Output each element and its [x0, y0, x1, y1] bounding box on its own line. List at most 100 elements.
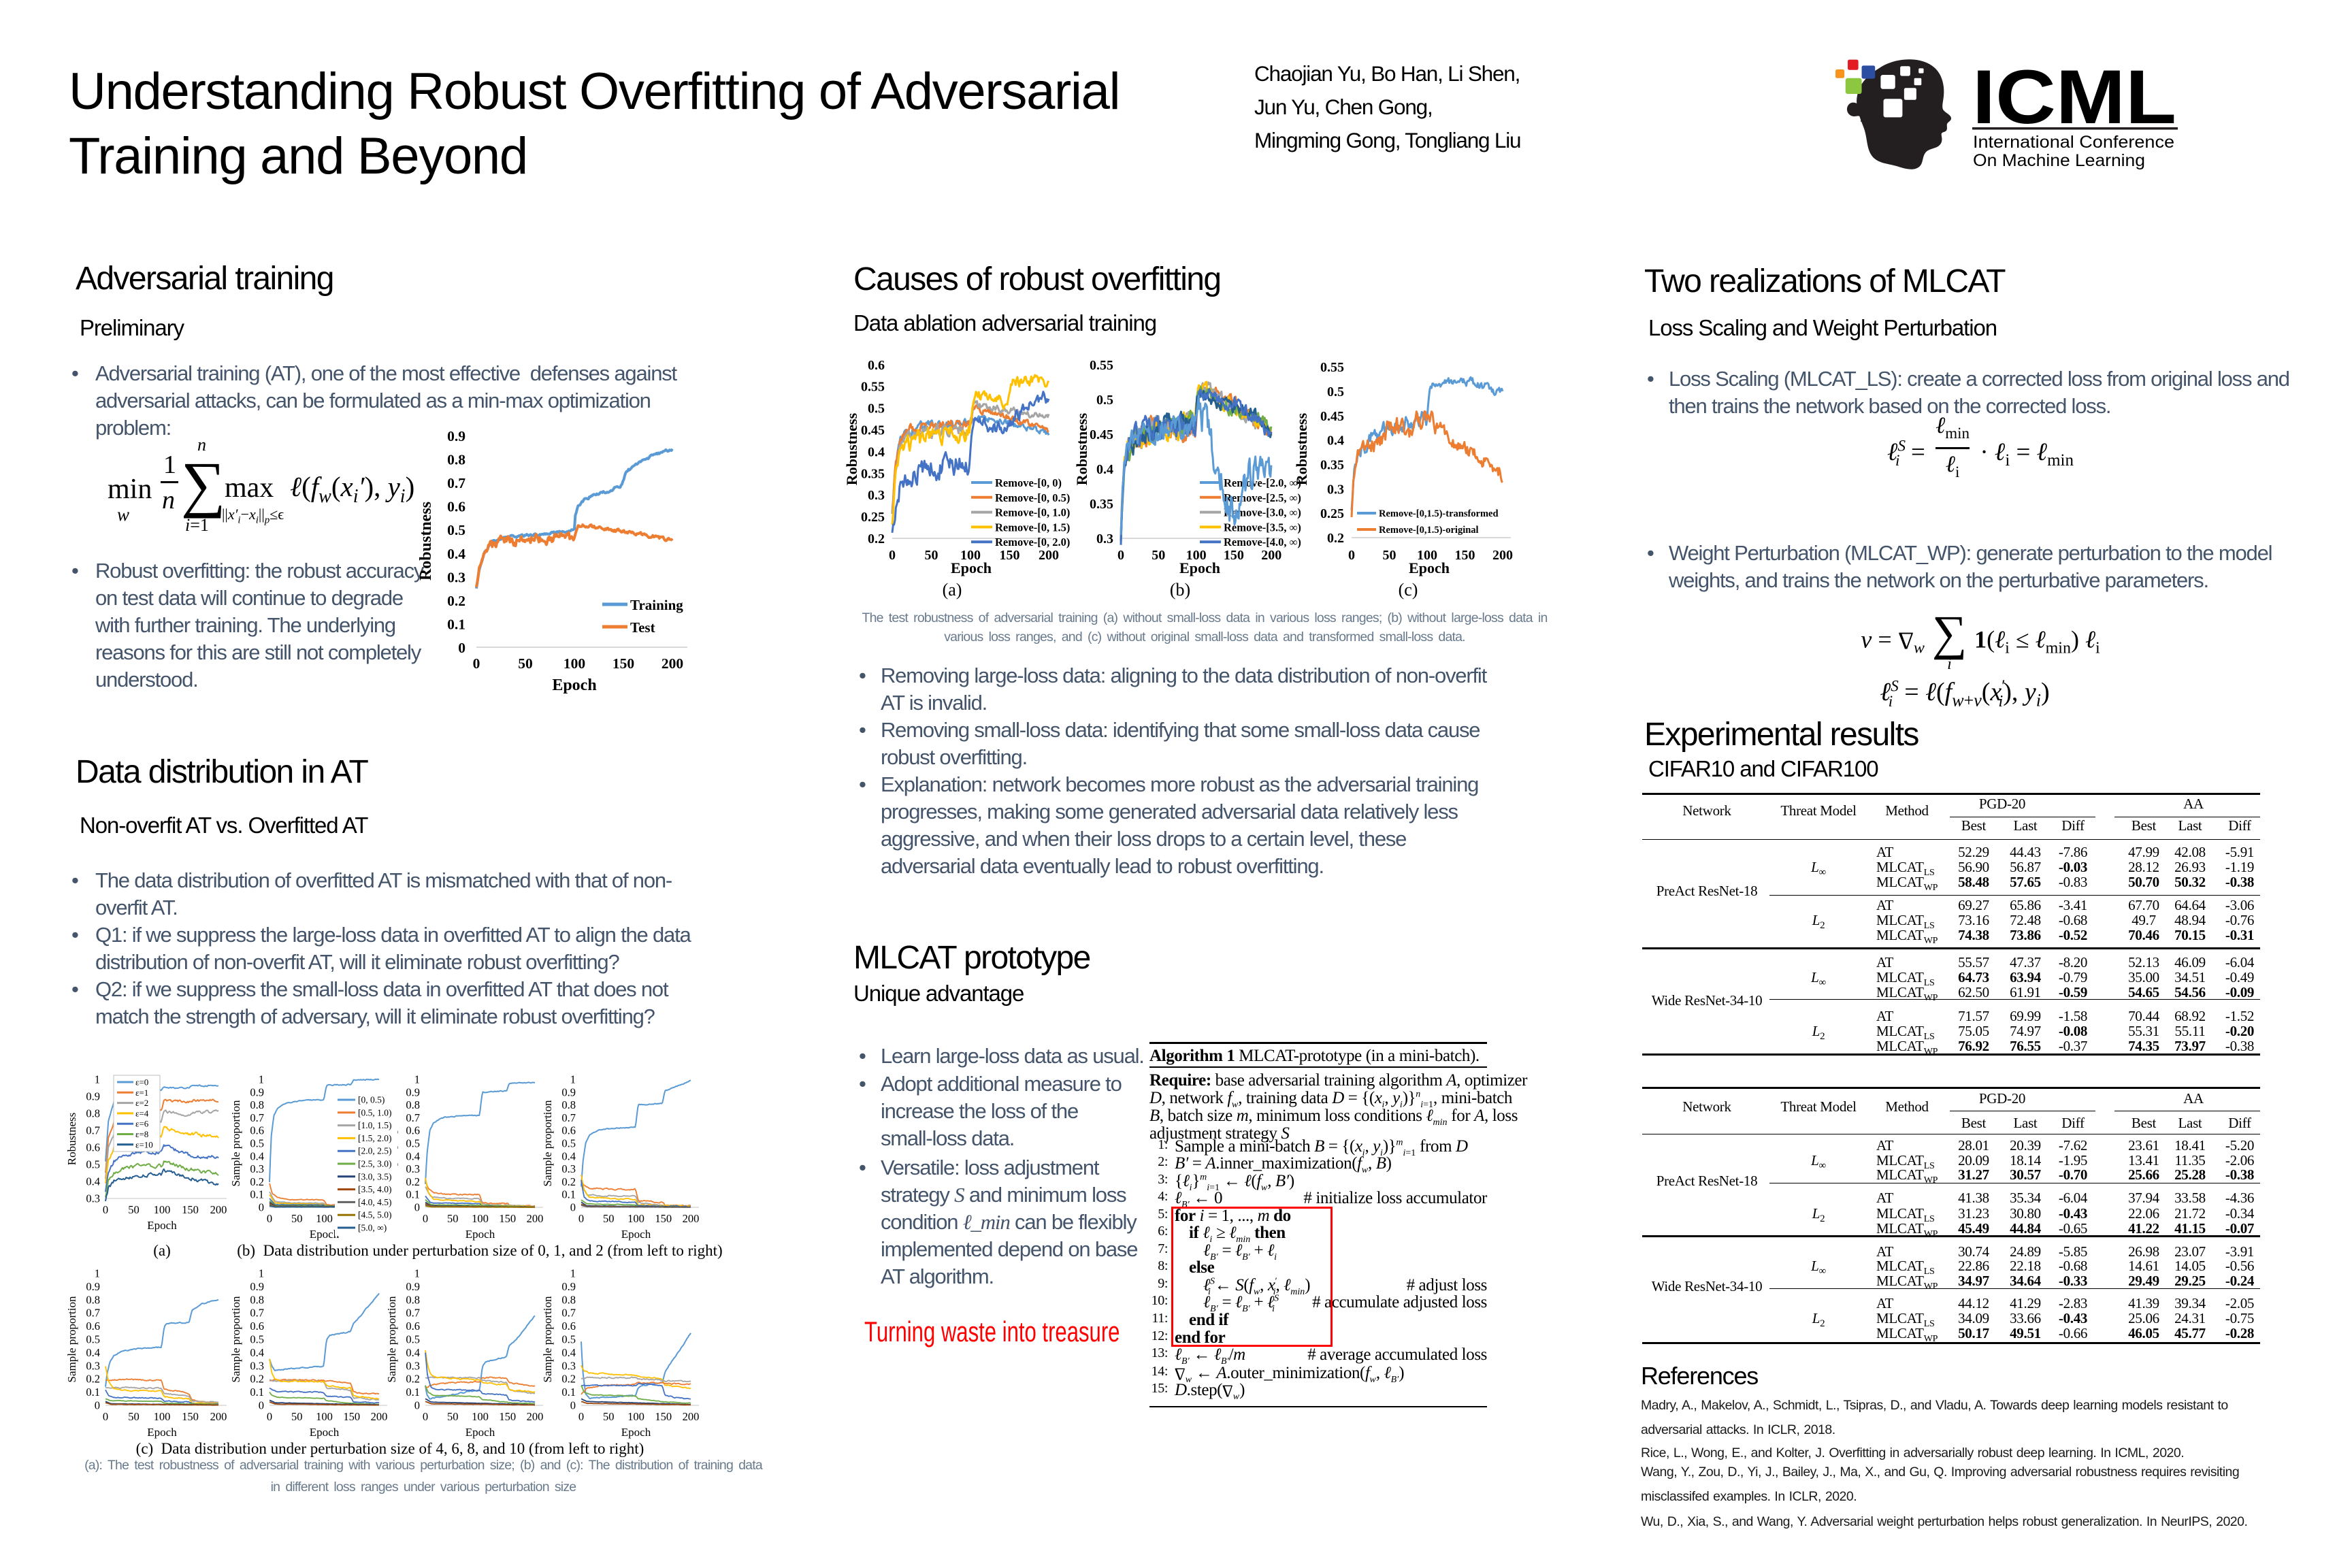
svg-text:0.1: 0.1	[86, 1386, 100, 1399]
svg-text:0: 0	[414, 1201, 420, 1214]
svg-text:0.5: 0.5	[868, 402, 885, 416]
svg-text:100: 100	[316, 1410, 333, 1423]
svg-text:50: 50	[447, 1410, 459, 1423]
svg-text:[5.0, ∞): [5.0, ∞)	[358, 1223, 387, 1233]
svg-text:0.2: 0.2	[406, 1175, 420, 1188]
svg-text:0.2: 0.2	[561, 1373, 576, 1386]
svg-text:0.9: 0.9	[406, 1085, 420, 1098]
svg-text:0: 0	[570, 1201, 576, 1214]
svg-text:200: 200	[1261, 548, 1281, 563]
svg-text:[3.5, 4.0): [3.5, 4.0)	[358, 1184, 392, 1194]
svg-text:Remove-[3.5, ∞): Remove-[3.5, ∞)	[1224, 521, 1301, 534]
svg-text:100: 100	[472, 1212, 489, 1225]
svg-text:Sample proportion: Sample proportion	[541, 1296, 554, 1383]
svg-text:0.3: 0.3	[1327, 482, 1344, 497]
svg-text:0.6: 0.6	[561, 1124, 576, 1137]
svg-text:0.5: 0.5	[406, 1333, 420, 1346]
svg-text:0.8: 0.8	[406, 1293, 420, 1306]
svg-text:0.3: 0.3	[406, 1162, 420, 1175]
svg-text:Epoch: Epoch	[147, 1219, 177, 1232]
svg-text:0: 0	[103, 1410, 108, 1423]
svg-text:0.3: 0.3	[1096, 532, 1113, 546]
svg-text:0: 0	[414, 1399, 420, 1412]
svg-text:0.5: 0.5	[86, 1333, 100, 1346]
svg-text:Robustness: Robustness	[843, 412, 860, 485]
svg-text:Robustness: Robustness	[1293, 412, 1310, 485]
svg-text:(b): (b)	[1170, 580, 1190, 600]
svg-text:Sample proportion: Sample proportion	[229, 1296, 242, 1383]
svg-text:(b) Data distribution under p: (b) Data distribution under perturbation…	[237, 1242, 722, 1259]
svg-text:Sample proportion: Sample proportion	[65, 1296, 78, 1383]
svg-text:Epoch: Epoch	[466, 1426, 495, 1439]
svg-text:0.25: 0.25	[861, 510, 885, 525]
svg-text:0.2: 0.2	[561, 1175, 576, 1188]
svg-text:1: 1	[259, 1267, 264, 1280]
svg-text:0.8: 0.8	[250, 1098, 264, 1111]
svg-text:50: 50	[447, 1212, 459, 1225]
svg-text:Robustness: Robustness	[1073, 412, 1090, 485]
svg-text:0.6: 0.6	[447, 499, 466, 515]
svg-text:0: 0	[423, 1410, 428, 1423]
svg-text:0.2: 0.2	[868, 532, 885, 546]
svg-text:0.8: 0.8	[561, 1098, 576, 1111]
svg-text:0.7: 0.7	[86, 1124, 100, 1137]
svg-text:Epoch: Epoch	[310, 1426, 340, 1439]
svg-text:0.55: 0.55	[1090, 358, 1113, 373]
svg-text:0.2: 0.2	[406, 1373, 420, 1386]
svg-text:50: 50	[128, 1410, 140, 1423]
svg-text:0.7: 0.7	[250, 1307, 264, 1320]
svg-text:0: 0	[578, 1410, 584, 1423]
svg-text:150: 150	[499, 1410, 516, 1423]
svg-text:50: 50	[925, 548, 938, 563]
svg-text:100: 100	[316, 1212, 333, 1225]
svg-text:ε=8: ε=8	[135, 1129, 148, 1139]
svg-text:0: 0	[267, 1212, 272, 1225]
svg-text:0.6: 0.6	[250, 1320, 264, 1333]
svg-text:ε=2: ε=2	[135, 1098, 148, 1108]
svg-text:150: 150	[655, 1212, 672, 1225]
svg-text:1: 1	[414, 1073, 420, 1086]
svg-text:0.4: 0.4	[406, 1149, 420, 1162]
svg-text:50: 50	[603, 1212, 615, 1225]
svg-text:[0.5, 1.0): [0.5, 1.0)	[358, 1107, 392, 1117]
svg-text:[0, 0.5): [0, 0.5)	[358, 1095, 385, 1105]
svg-text:International Conference: International Conference	[1973, 133, 2174, 152]
svg-text:0: 0	[458, 640, 466, 656]
svg-text:0.7: 0.7	[561, 1307, 576, 1320]
svg-text:0: 0	[578, 1212, 584, 1225]
svg-text:0.6: 0.6	[561, 1320, 576, 1333]
svg-text:Sample proportion: Sample proportion	[385, 1296, 398, 1383]
svg-text:Sample proportion: Sample proportion	[229, 1100, 242, 1187]
svg-text:0.35: 0.35	[861, 466, 885, 481]
svg-text:(c) Data distribution under p: (c) Data distribution under perturbation…	[136, 1440, 644, 1457]
svg-text:50: 50	[291, 1410, 303, 1423]
svg-text:0.2: 0.2	[447, 593, 466, 609]
svg-text:0.6: 0.6	[86, 1141, 100, 1154]
svg-text:0.9: 0.9	[86, 1280, 100, 1293]
svg-text:0.6: 0.6	[868, 358, 885, 373]
svg-text:Epoch: Epoch	[621, 1426, 651, 1439]
svg-text:0.1: 0.1	[406, 1188, 420, 1201]
svg-text:0.8: 0.8	[250, 1293, 264, 1306]
svg-text:(a): (a)	[943, 580, 962, 600]
svg-text:0.35: 0.35	[1320, 458, 1344, 473]
svg-text:0: 0	[473, 655, 480, 672]
svg-text:0.55: 0.55	[1320, 360, 1344, 375]
svg-text:0.4: 0.4	[447, 546, 466, 562]
svg-text:100: 100	[154, 1410, 171, 1423]
svg-text:200: 200	[210, 1203, 227, 1216]
svg-text:0.9: 0.9	[250, 1280, 264, 1293]
svg-text:50: 50	[1383, 548, 1396, 563]
svg-text:0.45: 0.45	[1090, 427, 1113, 442]
svg-text:Remove-[0, 2.0): Remove-[0, 2.0)	[995, 536, 1070, 549]
svg-text:Remove-[0,1.5)-original: Remove-[0,1.5)-original	[1379, 525, 1479, 536]
svg-text:0.4: 0.4	[250, 1346, 264, 1359]
svg-text:200: 200	[683, 1410, 700, 1423]
svg-text:0.3: 0.3	[250, 1359, 264, 1372]
svg-text:150: 150	[612, 655, 634, 672]
svg-text:0: 0	[103, 1203, 108, 1216]
svg-text:0.1: 0.1	[406, 1386, 420, 1399]
svg-text:0.4: 0.4	[250, 1149, 264, 1162]
svg-text:0.2: 0.2	[86, 1373, 100, 1386]
svg-text:Training: Training	[630, 597, 683, 613]
